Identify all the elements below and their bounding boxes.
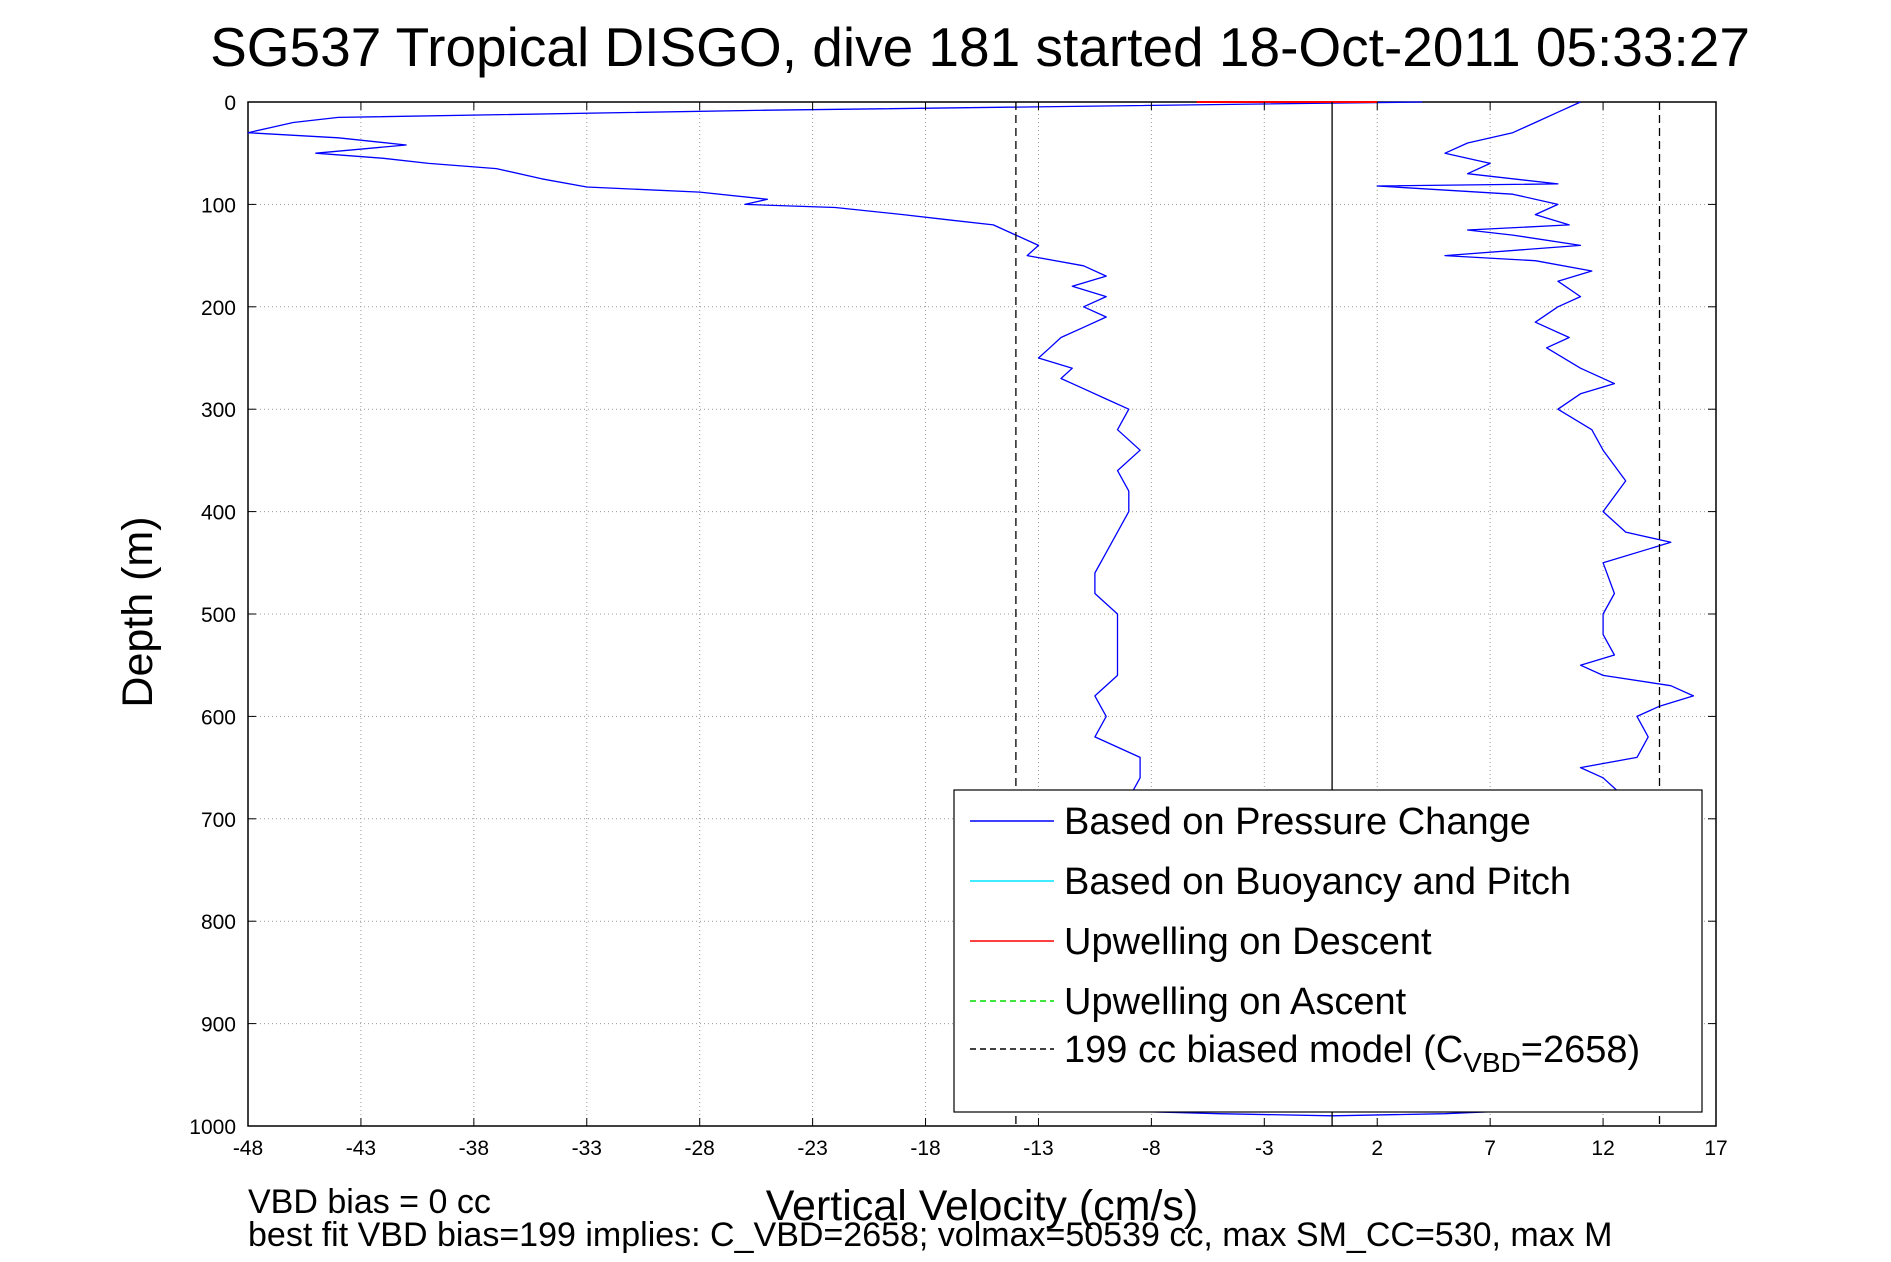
y-tick-label: 800 [201, 911, 236, 934]
x-tick-label: 12 [1591, 1137, 1614, 1160]
x-tick-label: 2 [1371, 1137, 1383, 1160]
x-tick-label: -43 [346, 1137, 376, 1160]
y-tick-label: 100 [201, 194, 236, 217]
x-tick-label: 17 [1704, 1137, 1727, 1160]
tick-labels: -48 -43 -38 -33 -28 -23 -18 -13 -8 -3 2 7 12 17 0 100 20… [189, 92, 1727, 1160]
legend-label: Upwelling on Ascent [1064, 981, 1407, 1023]
y-tick-label: 400 [201, 502, 236, 525]
x-tick-label: -3 [1255, 1137, 1274, 1160]
y-tick-label: 200 [201, 297, 236, 320]
legend: Based on Pressure Change Based on Buoyanc… [953, 789, 1703, 1113]
x-tick-label: -38 [459, 1137, 489, 1160]
y-tick-label: 0 [224, 92, 236, 115]
y-tick-label: 1000 [189, 1116, 236, 1139]
legend-box [953, 789, 1703, 1113]
x-tick-label: -8 [1142, 1137, 1161, 1160]
x-tick-label: -13 [1023, 1137, 1053, 1160]
y-tick-label: 500 [201, 604, 236, 627]
legend-label: 199 cc biased model (CVBD=2658) [1064, 1029, 1640, 1078]
legend-label: Upwelling on Descent [1064, 921, 1432, 963]
x-tick-label: -23 [797, 1137, 827, 1160]
x-tick-label: -48 [233, 1137, 263, 1160]
y-axis-title: Depth (m) [114, 516, 162, 707]
x-tick-label: -18 [910, 1137, 940, 1160]
x-axis-title: Vertical Velocity (cm/s) [766, 1182, 1199, 1230]
series-line [247, 101, 1423, 799]
series-line [1376, 101, 1695, 799]
x-tick-label: -28 [685, 1137, 715, 1160]
chart-title: SG537 Tropical DISGO, dive 181 started 1… [210, 16, 1750, 78]
footer-best-fit: best fit VBD bias=199 implies: C_VBD=265… [248, 1216, 1612, 1254]
legend-label: Based on Buoyancy and Pitch [1064, 861, 1571, 903]
footer-vbd-bias: VBD bias = 0 cc [248, 1183, 491, 1221]
y-tick-label: 300 [201, 399, 236, 422]
x-tick-label: -33 [572, 1137, 602, 1160]
y-tick-label: 900 [201, 1014, 236, 1037]
legend-label: Based on Pressure Change [1064, 801, 1531, 843]
x-tick-label: 7 [1484, 1137, 1496, 1160]
y-tick-label: 600 [201, 706, 236, 729]
y-tick-label: 700 [201, 809, 236, 832]
